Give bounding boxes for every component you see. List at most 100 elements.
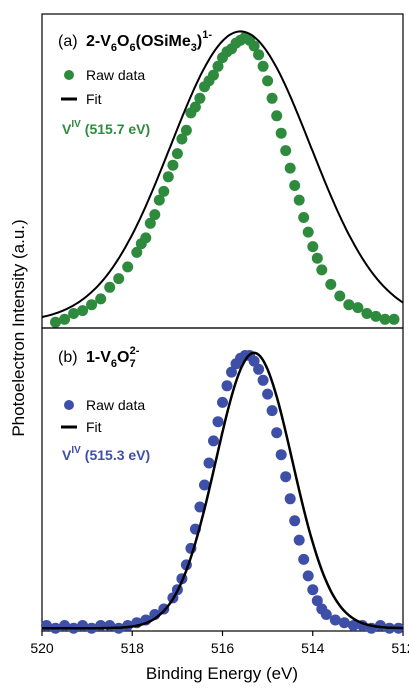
data-point xyxy=(361,308,373,319)
panel-b-legend-points: Raw data xyxy=(86,397,145,413)
panel-b-annotation-sup: IV xyxy=(71,445,81,456)
data-point xyxy=(338,617,350,629)
panel-a-legend-points: Raw data xyxy=(86,67,145,83)
data-point xyxy=(104,281,116,293)
panel-b-title-sub1: 6 xyxy=(111,358,117,370)
data-point xyxy=(131,246,143,258)
data-point xyxy=(316,264,328,276)
data-point xyxy=(262,75,274,87)
panel-a-legend-fit: Fit xyxy=(86,91,102,107)
data-point xyxy=(302,570,314,582)
panel-a-title-sub1: 6 xyxy=(111,42,117,54)
data-point xyxy=(271,110,283,122)
data-point xyxy=(180,124,192,136)
data-point xyxy=(262,388,274,400)
data-point xyxy=(248,355,260,367)
data-point xyxy=(194,92,206,104)
data-point xyxy=(347,620,359,631)
panel-a-title: 2-V xyxy=(86,33,111,50)
data-point xyxy=(343,299,355,311)
data-point xyxy=(212,60,224,72)
data-point xyxy=(302,226,314,238)
data-point xyxy=(86,299,98,311)
data-point xyxy=(217,396,228,408)
panel-b-annotation-v: V xyxy=(62,447,72,463)
data-point xyxy=(257,374,269,386)
data-point xyxy=(329,614,341,626)
data-point xyxy=(144,217,156,229)
data-point xyxy=(352,302,364,314)
data-point xyxy=(68,308,80,319)
data-point xyxy=(122,261,134,273)
data-point xyxy=(298,212,310,223)
panel-a-fit-line xyxy=(41,30,404,318)
panel-b-tag: (b) xyxy=(58,349,78,366)
data-point xyxy=(379,313,391,325)
panel-a-annotation-value: (515.7 eV) xyxy=(85,121,150,137)
svg-text:(b) 1-V6O72-: (b) 1-V6O72- xyxy=(58,345,140,370)
panel-b-legend-marker xyxy=(64,400,74,410)
panel-a-title-o: O xyxy=(117,33,129,50)
panel-a-tag: (a) xyxy=(58,33,78,50)
panel-a-title-sub2: 6 xyxy=(130,42,136,54)
data-point xyxy=(275,449,287,461)
panel-a-annotation-v: V xyxy=(62,121,72,137)
data-point xyxy=(325,278,337,290)
data-point xyxy=(194,501,206,513)
data-point xyxy=(311,595,323,607)
data-point xyxy=(293,534,305,546)
data-point xyxy=(176,133,188,145)
data-point xyxy=(149,209,161,221)
panel-a: (a) 2-V6O6(OSiMe3)1- Raw data Fit VIV (51… xyxy=(41,13,404,329)
panel-b-title-sub2: 7 xyxy=(130,358,136,370)
data-point xyxy=(284,162,296,174)
panel-a-title-ligand: (OSiMe xyxy=(136,33,191,50)
data-point xyxy=(199,479,210,491)
data-point xyxy=(59,313,71,325)
data-point xyxy=(221,380,233,392)
data-point xyxy=(271,427,283,439)
svg-text:(a) 2-V6O6(OSiMe3)1-: (a) 2-V6O6(OSiMe3)1- xyxy=(58,29,212,54)
data-point xyxy=(284,493,296,505)
panel-b-frame xyxy=(41,327,404,632)
data-point xyxy=(171,148,183,160)
data-point xyxy=(307,584,319,596)
data-point xyxy=(320,609,332,620)
panel-a-title-charge: 1- xyxy=(202,29,212,41)
data-point xyxy=(298,553,310,565)
data-point xyxy=(158,185,170,197)
data-point xyxy=(113,273,125,285)
panel-b-title-charge: 2- xyxy=(130,345,140,357)
data-point xyxy=(334,290,346,302)
data-point xyxy=(203,457,215,469)
panel-b-title: 1-V xyxy=(86,349,111,366)
data-point xyxy=(266,92,278,104)
data-point xyxy=(248,40,260,52)
panel-a-annotation: VIV (515.7 eV) xyxy=(62,119,150,137)
data-point xyxy=(311,252,323,264)
data-point xyxy=(257,60,269,72)
panel-a-legend-marker xyxy=(64,70,74,80)
data-point xyxy=(280,471,292,483)
data-point xyxy=(307,241,319,253)
data-point xyxy=(388,313,400,325)
data-point xyxy=(212,416,224,428)
data-point xyxy=(253,363,265,375)
x-tick-label: 520 xyxy=(30,640,54,656)
data-point xyxy=(189,101,201,113)
panel-b-fit-line xyxy=(42,351,403,630)
data-point xyxy=(77,305,89,317)
data-point xyxy=(289,515,301,527)
data-point xyxy=(293,194,305,206)
x-tick-label: 512 xyxy=(391,640,409,656)
data-point xyxy=(275,127,287,139)
data-point xyxy=(253,49,265,61)
data-point xyxy=(266,405,278,417)
data-point xyxy=(289,180,301,191)
data-point xyxy=(208,435,219,447)
data-point xyxy=(208,69,219,81)
data-point xyxy=(162,171,174,183)
x-axis-label: Binding Energy (eV) xyxy=(146,664,298,683)
panel-b-points xyxy=(41,350,404,634)
